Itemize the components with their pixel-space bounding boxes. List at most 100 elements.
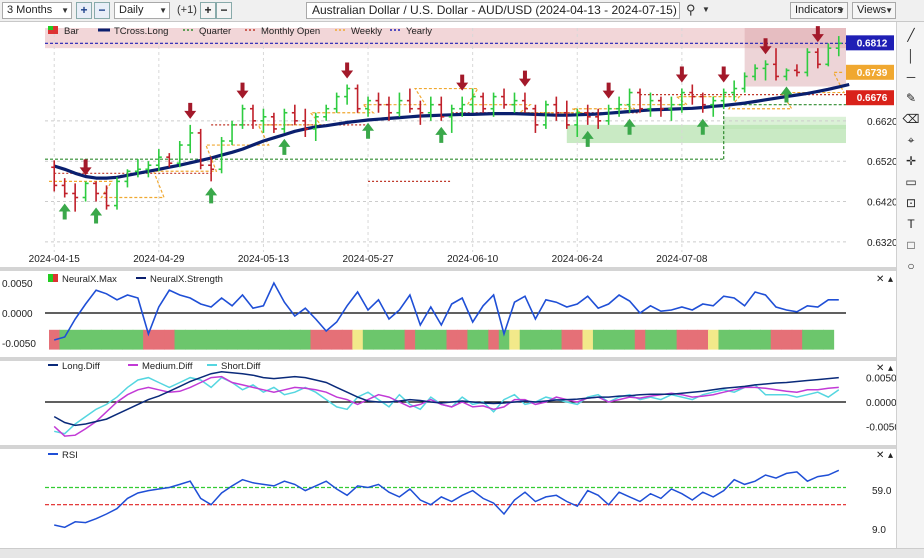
price-bar: [563, 100, 570, 129]
pane-collapse-icon[interactable]: ▴: [888, 450, 893, 461]
diff-tick-label: 0.0050: [866, 374, 897, 385]
neuralx-heat-cell: [404, 329, 416, 350]
price-bar: [574, 108, 581, 137]
pane-separator: [0, 357, 896, 361]
neuralx-heat-cell: [592, 329, 605, 350]
price-bar: [323, 104, 330, 121]
horizontal-line-icon[interactable]: ─: [906, 70, 916, 84]
neuralx-heat-cell: [540, 329, 552, 350]
price-bar: [616, 96, 623, 117]
price-tick-label: 0.6420: [867, 198, 898, 209]
price-bar: [720, 88, 727, 109]
neuralx-heat-cell: [268, 329, 280, 350]
price-bar: [814, 48, 821, 69]
offset-plus-button[interactable]: +: [200, 2, 216, 19]
pane-collapse-icon[interactable]: ▴: [888, 363, 893, 374]
cursor-icon[interactable]: ⌖: [907, 133, 915, 147]
eraser-icon[interactable]: ⌫: [902, 112, 920, 126]
pane-close-icon[interactable]: ✕: [876, 274, 884, 285]
interval-select[interactable]: Daily ▼: [114, 2, 170, 19]
price-bar: [825, 43, 832, 67]
price-bar: [762, 60, 769, 81]
pencil-icon[interactable]: ✎: [905, 91, 917, 105]
legend-label: Short.Diff: [221, 361, 261, 372]
sell-arrow-icon: [675, 66, 688, 83]
symbol-title-field[interactable]: Australian Dollar / U.S. Dollar - AUD/US…: [306, 2, 680, 19]
pane-close-icon[interactable]: ✕: [876, 363, 884, 374]
sell-arrow-icon: [717, 66, 730, 83]
views-button[interactable]: Views ▼: [852, 2, 896, 19]
zoom-in-button[interactable]: +: [76, 2, 92, 19]
legend-label: Medium.Diff: [142, 361, 193, 372]
neuralx-heat-cell: [174, 329, 186, 350]
neuralx-heat-cell: [467, 329, 479, 350]
circle-icon[interactable]: ○: [907, 259, 915, 273]
indicators-button[interactable]: Indicators ▼: [790, 2, 848, 19]
price-bar: [312, 112, 319, 142]
range-select-value: 3 Months: [7, 4, 53, 16]
neuralx-heat-cell: [791, 329, 803, 350]
price-bar: [281, 108, 288, 133]
price-bar: [291, 104, 298, 125]
neuralx-tick-label: -0.0050: [2, 339, 36, 350]
price-bar: [542, 100, 549, 129]
price-date-label: 2024-06-24: [552, 254, 604, 265]
neuralx-heat-cell: [153, 329, 165, 350]
callout-icon[interactable]: ▭: [905, 175, 917, 189]
price-bar: [302, 108, 309, 137]
neuralx-heat-cell: [572, 329, 584, 350]
text-tool-icon[interactable]: T: [907, 217, 915, 231]
price-bar: [480, 92, 487, 113]
neuralx-heat-cell: [122, 329, 134, 350]
neuralx-heat-cell: [362, 329, 374, 350]
price-bar: [501, 88, 508, 109]
interval-select-value: Daily: [119, 4, 144, 16]
chart-area[interactable]: 0.6620 0.6520 0.6420 0.6320 2024-04-15 2024-0…: [0, 22, 924, 558]
buy-arrow-icon: [362, 122, 375, 139]
neuralx-tick-label: 0.0000: [2, 309, 33, 320]
offset-minus-button[interactable]: −: [216, 2, 232, 19]
search-icon[interactable]: ⚲: [686, 2, 696, 17]
neuralx-heat-cell: [749, 329, 761, 350]
pane-collapse-icon[interactable]: ▴: [888, 274, 893, 285]
price-bar: [804, 48, 811, 77]
price-bar: [584, 104, 591, 125]
neuralx-heat-cell: [488, 329, 500, 350]
search-dropdown-icon[interactable]: ▼: [702, 5, 710, 14]
crosshair-icon[interactable]: ✛: [905, 154, 917, 168]
price-tick-label: 0.6320: [867, 238, 898, 249]
buy-arrow-icon: [205, 187, 218, 204]
price-bar: [72, 183, 79, 212]
neuralx-heat-cell: [383, 329, 395, 350]
buy-arrow-icon: [623, 118, 636, 135]
neuralx-heat-cell: [739, 329, 751, 350]
neuralx-heat-cell: [812, 329, 824, 350]
buy-arrow-icon: [58, 203, 71, 220]
price-bar: [637, 88, 644, 113]
price-label-box: [846, 35, 894, 51]
price-tick-label: 0.6520: [867, 157, 898, 168]
chevron-down-icon: ▼: [837, 6, 845, 15]
price-bar: [668, 96, 675, 121]
sell-arrow-icon: [759, 38, 772, 55]
zoom-out-button[interactable]: −: [94, 2, 110, 19]
price-bar: [605, 104, 612, 125]
neuralx-heat-cell: [310, 329, 322, 350]
vertical-line-icon[interactable]: │: [907, 49, 915, 63]
price-bar: [647, 92, 654, 117]
price-bar: [511, 92, 518, 113]
neuralx-heat-cell: [676, 329, 688, 350]
neuralx-heat-cell: [645, 329, 657, 350]
line-tool-icon[interactable]: ╱: [907, 28, 915, 42]
pane-close-icon[interactable]: ✕: [876, 450, 884, 461]
neuralx-heat-cell: [519, 329, 531, 350]
horizontal-scrollbar[interactable]: [0, 548, 924, 558]
indicators-label: Indicators: [795, 4, 843, 16]
neuralx-heat-cell: [184, 329, 197, 350]
lock-icon[interactable]: ⊡: [905, 196, 917, 210]
rectangle-icon[interactable]: □: [907, 238, 915, 252]
price-bar: [731, 80, 738, 101]
neuralx-heat-cell: [352, 329, 364, 350]
price-bar: [752, 64, 759, 81]
range-select[interactable]: 3 Months ▼: [2, 2, 72, 19]
